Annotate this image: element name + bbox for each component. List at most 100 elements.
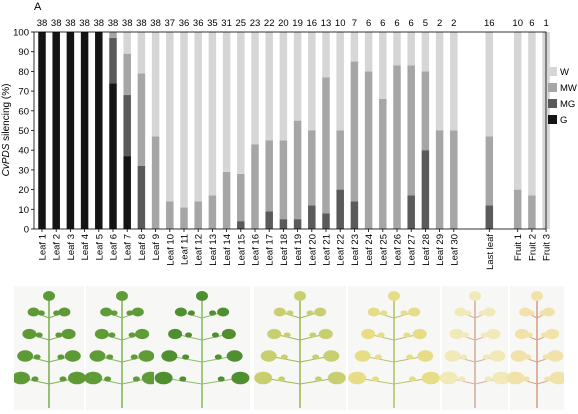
bar-segment-mg-22 [350,201,359,229]
bar-segment-mw-14 [237,173,245,222]
sample-size-label: 23 [250,18,261,29]
x-tick-label: Leaf 24 [364,234,375,266]
leaflet [154,371,173,385]
leaflet [100,307,113,317]
leaflet [59,376,67,382]
bar-segment-w-18 [293,32,302,121]
sample-size-label: 6 [529,18,534,29]
leaflet [130,354,138,360]
leaflet [55,332,63,338]
bars [38,32,550,230]
bar-segment-mw-18 [293,120,302,220]
leaflet [323,350,340,362]
sample-size-label: 6 [366,18,371,29]
leaflet [132,376,140,382]
bar-segment-mw-21 [336,130,344,190]
sample-size-label: 2 [437,18,442,29]
x-tick-label: Leaf 28 [421,234,432,266]
bar-segment-w-25 [393,32,401,66]
leaflet [327,371,346,385]
leaflet [454,307,467,317]
bar-segment-g-1 [52,32,60,229]
x-tick-label: Leaf 15 [236,234,247,266]
leaflet [514,328,529,340]
x-tick-label: Leaf 17 [265,234,276,266]
leaflet [400,310,408,316]
leaf-photo-4 [254,286,346,410]
bar-segment-mg-21 [336,189,344,229]
leaflet [439,371,458,385]
leaflet [231,371,250,385]
leaflet [131,307,144,317]
leaflet [306,310,314,316]
leaflet [286,310,294,316]
leaflet [89,350,106,362]
leaflet [53,310,61,316]
leaflet [506,371,525,385]
leaflet [273,307,286,317]
terminal-leaflet [43,291,55,301]
leaflet [283,332,291,338]
x-tick-label: Leaf 23 [350,234,361,266]
sample-size-label: 6 [380,18,385,29]
leaflet [217,376,225,382]
leaflet [174,307,187,317]
leaflet [462,332,470,338]
leaflet [524,354,532,360]
x-tick-label: Leaf 26 [393,234,404,266]
x-tick-label: Leaf 7 [123,234,134,260]
leaf-photo-7 [506,286,564,410]
leaflet [354,350,371,362]
x-tick-label: Leaf 18 [279,234,290,266]
leaflet [417,350,434,362]
terminal-leaflet [196,291,208,301]
bar-segment-g-3 [80,32,89,229]
legend-label-w: W [560,67,569,78]
bar-segment-w-23 [364,32,373,72]
leaflet [361,328,376,340]
bar-segment-mw-12 [208,195,217,229]
sample-size-label: 16 [307,18,318,29]
bar-segment-w-21 [336,32,344,131]
bar-segment-mw-11 [194,201,202,229]
bar-segment-w-28 [435,32,444,131]
bar-segment-w-29 [450,32,458,131]
leaflet [254,371,273,385]
y-tick-label: 20 [18,185,29,196]
bar-segment-w-9 [166,32,174,202]
sample-size-label: 31 [221,18,232,29]
leaflet [372,376,380,382]
bar-segment-w-17 [279,32,288,141]
leaflet [547,350,564,362]
leaflet [444,350,461,362]
leaflet [14,371,30,385]
bar-segment-mw-7 [137,73,146,166]
bar-segment-mw-16 [265,140,273,212]
sample-size-label: 35 [207,18,218,29]
leaf-photo-3 [154,286,250,410]
x-tick-label: Last leaf [485,234,496,270]
legend: W MW MG G [548,67,577,126]
sample-size-label: 13 [321,18,332,29]
leaf-photo-6 [439,286,511,410]
leaflet [217,307,230,317]
leaflet [522,376,530,382]
bar-segment-w-27 [421,32,430,72]
sample-size-label: 1 [543,18,548,29]
leaflet [280,354,288,360]
leaflet [482,354,490,360]
leaflet [510,350,527,362]
y-tick-label: 100 [13,28,29,39]
bar-segment-g-4 [95,32,103,229]
y-tick-label: 60 [18,106,29,117]
sample-size-label: 22 [264,18,275,29]
y-axis-label-italic: CvPDS [1,143,12,176]
legend-swatch-mw [548,83,557,92]
leaflet [312,354,320,360]
leaflet [460,354,468,360]
bar-segment-mw-8 [151,136,160,229]
leaflet [185,332,193,338]
legend-label-mg: MG [560,99,575,110]
leaflet [211,332,219,338]
sample-size-label: 38 [94,18,105,29]
